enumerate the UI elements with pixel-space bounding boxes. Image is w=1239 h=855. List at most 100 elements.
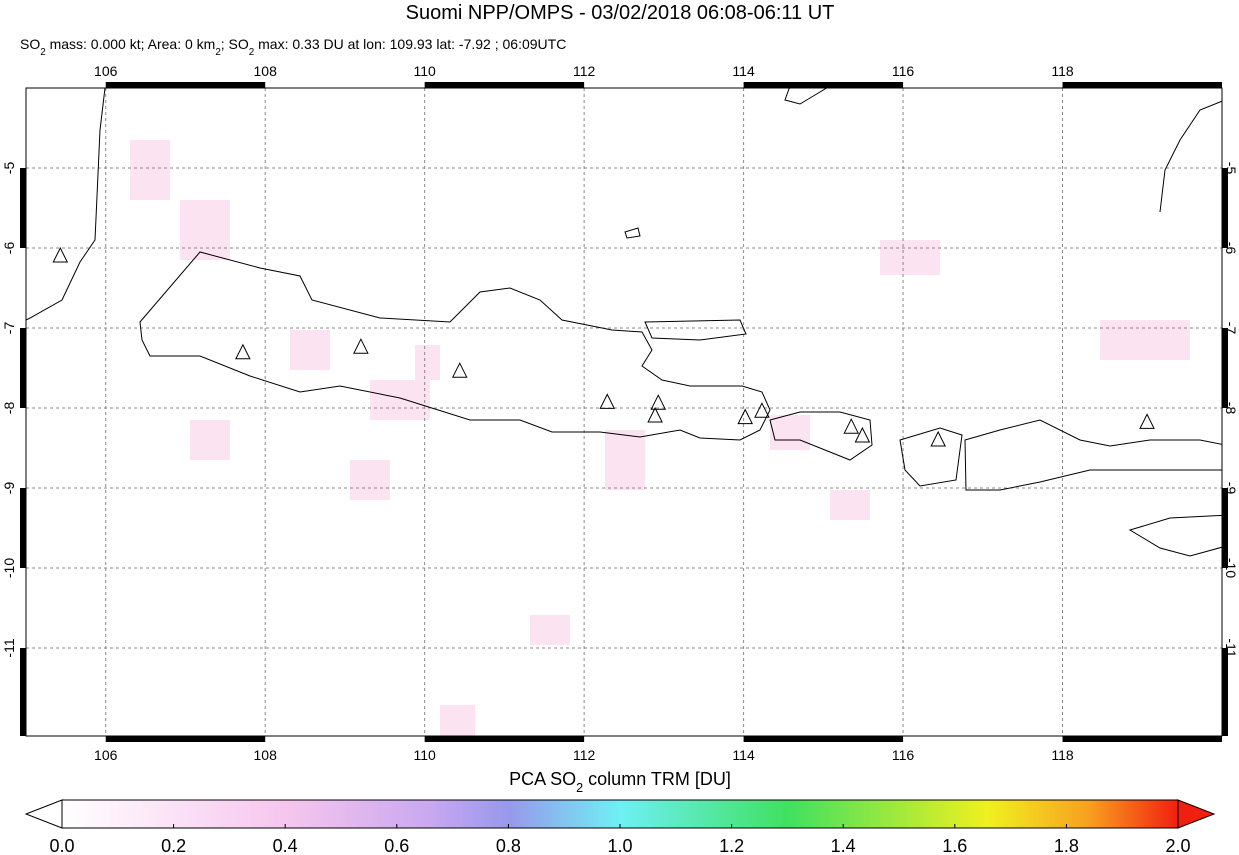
lon-tick-label: 112 xyxy=(573,747,596,763)
subscript: 2 xyxy=(40,47,45,58)
so2-pixel xyxy=(440,705,475,736)
lon-tick-label: 114 xyxy=(732,747,755,763)
lon-tick-label: 106 xyxy=(94,747,118,763)
lat-tick-label: -6 xyxy=(1223,242,1239,255)
colorbar-label: PCA SO2 column TRM [DU] xyxy=(509,769,731,795)
colorbar-tick-label: 1.4 xyxy=(831,836,856,855)
subscript: 2 xyxy=(215,47,220,58)
volcano xyxy=(754,402,770,418)
map-frame: 106 106 108 108 110 110 112 112 114 114 116 116 118 1… xyxy=(1,63,1239,763)
coastline xyxy=(624,227,641,239)
border-bar xyxy=(105,736,266,742)
border-bar xyxy=(1062,736,1222,742)
so2-pixel xyxy=(350,460,390,500)
text-segment: SO xyxy=(20,36,40,52)
text-segment: column TRM [DU] xyxy=(583,769,731,789)
lon-tick-label: 116 xyxy=(892,63,915,79)
so2-pixel xyxy=(415,345,440,380)
lon-tick-label: 116 xyxy=(892,747,915,763)
lat-tick-label: -9 xyxy=(1,482,17,495)
volcano xyxy=(930,430,946,447)
coastline xyxy=(26,88,106,321)
coastline xyxy=(644,319,747,341)
border-bar xyxy=(743,736,904,742)
colorbar xyxy=(61,799,1179,829)
border-bar xyxy=(20,488,26,568)
coastline xyxy=(769,411,873,461)
subscript: 2 xyxy=(576,781,583,795)
volcano xyxy=(647,406,663,423)
text-segment: max: 0.33 DU at lon: 109.93 lat: -7.92 ;… xyxy=(254,36,566,52)
lat-tick-label: -7 xyxy=(1,322,17,335)
so2-pixel xyxy=(370,380,430,420)
text-segment: mass: 0.000 kt; Area: 0 km xyxy=(46,36,216,52)
volcano xyxy=(843,418,860,434)
volcano xyxy=(599,393,616,409)
so2-pixel xyxy=(130,140,170,200)
border-bar xyxy=(105,82,266,88)
border-bar xyxy=(20,648,26,736)
lat-tick-label: -8 xyxy=(1,402,17,415)
so2-field xyxy=(130,140,1190,736)
title: Suomi NPP/OMPS - 03/02/2018 06:08-06:11 … xyxy=(406,2,835,24)
so2-pixel xyxy=(830,490,870,520)
volcano xyxy=(737,408,754,425)
border-bar xyxy=(1222,168,1228,248)
volcano xyxy=(1139,413,1155,429)
lon-tick-label: 118 xyxy=(1051,747,1074,763)
lon-tick-label: 112 xyxy=(573,63,596,79)
border-bar xyxy=(424,82,585,88)
border-bar xyxy=(20,328,26,408)
volcano xyxy=(235,343,251,360)
coastlines xyxy=(26,88,1222,557)
so2-pixel xyxy=(180,200,230,260)
subscript: 2 xyxy=(249,47,254,58)
border-bar xyxy=(1222,648,1228,736)
border-bar xyxy=(1062,82,1222,88)
colorbar-tick-label: 1.2 xyxy=(719,836,744,855)
colorbar-tick-label: 0.2 xyxy=(161,836,186,855)
coastline xyxy=(1159,100,1222,213)
lon-tick-label: 106 xyxy=(94,63,118,79)
colorbar-tick-label: 1.6 xyxy=(942,836,967,855)
colorbar-tick-label: 0.0 xyxy=(49,836,74,855)
text-segment: ; SO xyxy=(221,36,249,52)
volcano xyxy=(451,362,468,378)
lat-tick-label: -10 xyxy=(1,558,17,578)
colorbar-tick-label: 1.0 xyxy=(607,836,632,855)
lon-tick-label: 108 xyxy=(254,63,278,79)
colorbar-ticks: 0.0 0.2 0.4 0.6 0.8 1.0 1.2 1.4 1.6 1.8 2.0 xyxy=(49,824,1191,855)
volcano xyxy=(854,426,871,443)
border-bar xyxy=(743,82,904,88)
volcano xyxy=(650,394,667,410)
so2-pixel xyxy=(530,615,570,645)
border-bar xyxy=(1222,328,1228,408)
border-bar xyxy=(424,736,585,742)
lat-tick-label: -5 xyxy=(1,162,17,175)
lon-tick-label: 110 xyxy=(414,63,437,79)
colorbar-tick-label: 0.6 xyxy=(384,836,409,855)
colorbar-tick-label: 0.8 xyxy=(496,836,521,855)
text-segment: PCA SO xyxy=(509,769,576,789)
colorbar-tick-label: 0.4 xyxy=(273,836,298,855)
so2-pixel xyxy=(605,430,645,490)
so2-pixel xyxy=(1100,320,1190,360)
subtitle: SO2 mass: 0.000 kt; Area: 0 km2; SO2 max… xyxy=(20,36,566,58)
coastline xyxy=(139,251,771,441)
coastline xyxy=(899,427,963,487)
lon-tick-label: 108 xyxy=(254,747,278,763)
lat-tick-label: -11 xyxy=(1,638,17,657)
border-bar xyxy=(20,168,26,248)
so2-pixel xyxy=(770,415,810,450)
lon-tick-label: 110 xyxy=(414,747,437,763)
so2-pixel xyxy=(190,420,230,460)
lat-tick-label: -10 xyxy=(1223,558,1239,578)
volcanoes xyxy=(52,246,1155,447)
volcano xyxy=(52,246,69,263)
border-bar xyxy=(1222,488,1228,568)
colorbar-low-arrow xyxy=(24,799,63,829)
lat-tick-label: -8 xyxy=(1223,402,1239,415)
coastline xyxy=(784,88,828,105)
